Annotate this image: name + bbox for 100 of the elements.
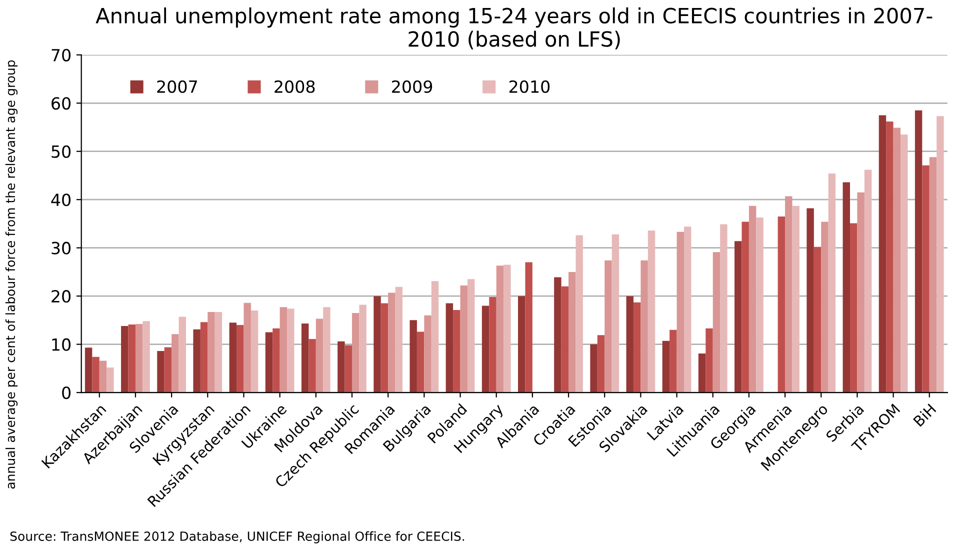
legend-label: 2007 [157,80,197,93]
bar [576,235,583,393]
y-axis-title: annual average per cent of labour force from the relevant age group [5,60,18,489]
bar [878,115,886,393]
bar [597,335,605,393]
bar [178,316,186,393]
bar [496,266,504,393]
bar [424,315,432,393]
bar [301,324,309,393]
bar [850,223,858,393]
bar [720,224,728,393]
bar [229,322,237,393]
y-tick-label: 20 [52,290,71,303]
bar [785,196,792,393]
bar [214,312,222,393]
bar [756,217,764,393]
bar [936,116,944,393]
x-tick-label: BiH [912,403,936,427]
bar [648,230,656,393]
bar [244,302,251,393]
bar [929,157,937,393]
bar [431,281,439,393]
bar [453,310,460,393]
bar [864,170,872,393]
bar [914,110,922,393]
bar [99,360,107,393]
bar [626,296,634,393]
bar [821,222,828,393]
bar [886,121,894,393]
bar [128,324,136,393]
bar [684,226,692,393]
bar [504,264,511,393]
bar [640,260,648,393]
bar [208,312,215,393]
bar [857,192,864,393]
bar [806,208,814,393]
bar [250,310,258,393]
bar [734,241,742,393]
source-note: Source: TransMONEE 2012 Database, UNICEF Regional Office for CEECIS. [10,531,464,544]
y-tick-label: 0 [62,386,71,400]
bar [338,341,345,393]
bar [706,328,713,393]
bar [525,262,532,393]
y-tick-label: 50 [52,145,71,158]
y-tick-label: 30 [52,242,71,254]
bar [193,329,200,393]
bar [604,260,612,393]
bar [662,340,670,393]
y-tick-label: 40 [51,194,71,206]
bar [416,332,424,393]
bar [698,353,706,393]
bar [344,345,352,393]
bar [164,347,172,393]
bar [792,206,800,393]
bar [352,312,360,393]
bar [446,303,454,393]
y-tick-label: 70 [52,48,71,62]
bar [280,307,288,393]
bar [272,328,280,393]
bar [395,286,403,393]
bar [467,279,475,393]
bar [157,351,164,393]
bar [676,232,684,393]
bar [410,320,417,393]
bar [814,246,822,393]
bar [308,338,316,393]
bar [893,128,901,393]
bar [554,277,562,393]
bar [742,222,749,393]
bar [828,174,836,393]
bar [121,326,128,393]
bar [287,308,294,393]
bar [482,306,490,393]
bar [172,334,179,393]
bar [316,318,324,393]
bar [842,182,850,393]
y-tick-label: 60 [52,97,71,110]
bar [518,296,526,393]
bar [748,206,756,393]
bar [92,356,100,393]
bar [323,307,330,393]
bar [612,234,620,393]
bar [236,325,244,393]
y-tick-label: 10 [52,338,71,351]
bar [84,348,92,393]
bar [200,322,208,393]
bar [106,367,114,393]
bar [568,272,576,393]
bar [265,332,273,393]
bar [374,296,381,393]
chart-title: Annual unemployment rate among 15-24 years old in CEECIS countries in 2007- 2010 (based on LFS) [96,7,932,50]
bar [380,303,388,393]
bar [142,321,150,393]
bar [561,286,569,393]
bar [633,302,641,393]
bar [922,165,930,393]
bar [670,330,677,393]
bar [460,285,468,393]
bar [900,134,908,393]
bar [590,344,598,393]
